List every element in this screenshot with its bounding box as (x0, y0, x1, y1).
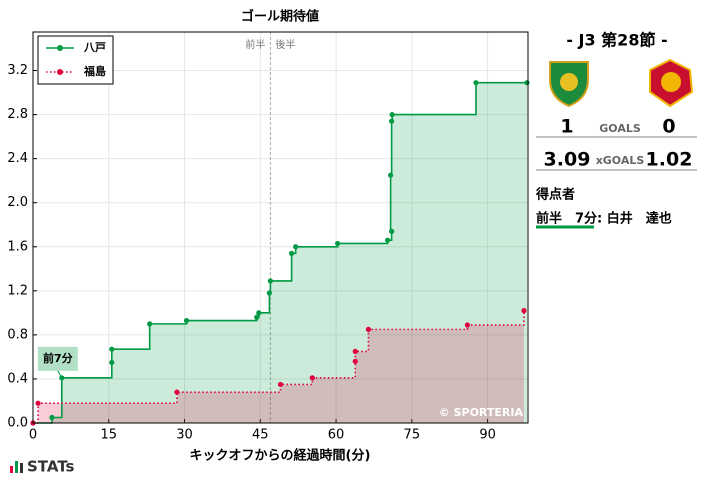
legend-label: 福島 (83, 64, 106, 78)
point (254, 314, 260, 320)
legend-label: 八戸 (83, 41, 106, 54)
away-goals: 0 (662, 116, 675, 138)
goals-label: GOALS (599, 122, 641, 135)
point (389, 118, 395, 124)
point (464, 322, 470, 328)
y-tick-label: 1.6 (7, 239, 28, 254)
annotation-label: 前7分 (43, 351, 73, 365)
x-tick-label: 45 (252, 428, 269, 443)
chart-title: ゴール期待値 (241, 9, 319, 25)
area (33, 310, 524, 423)
legend-box (37, 35, 114, 85)
y-tick-label: 0.4 (7, 371, 28, 386)
point (524, 80, 530, 86)
point (384, 237, 391, 243)
point (309, 375, 315, 381)
point (109, 359, 115, 366)
x-tick-label: 75 (404, 428, 421, 443)
x-tick-label: 60 (328, 428, 345, 443)
point (365, 326, 371, 332)
match-title: - J3 第28節 - (566, 31, 667, 50)
brand-logo (10, 461, 23, 473)
point (352, 348, 358, 355)
point (289, 250, 295, 256)
point (473, 80, 479, 86)
point (521, 308, 527, 314)
y-tick-label: 2.8 (7, 107, 28, 122)
away-logo (649, 58, 694, 108)
y-tick-label: 1.2 (7, 283, 28, 298)
point (266, 290, 272, 296)
scorer: 前半 7分: 白井 達也 (536, 211, 672, 227)
point (147, 321, 153, 327)
y-tick-label: 0.8 (7, 327, 28, 342)
x-tick-label: 90 (479, 428, 496, 443)
annotation-pointer (57, 370, 63, 379)
legend-marker (57, 45, 63, 51)
y-tick-label: 3.2 (7, 63, 28, 78)
point (35, 400, 41, 406)
point (293, 244, 299, 250)
point (49, 414, 55, 421)
x-tick-label: 15 (100, 428, 117, 443)
home-xg: 3.09 (544, 149, 591, 171)
y-tick-label: 2.0 (7, 195, 28, 210)
y-tick-label: 0.0 (7, 416, 28, 431)
point (389, 228, 395, 234)
y-tick-label: 2.4 (7, 151, 28, 166)
point (277, 381, 284, 388)
point (334, 240, 341, 247)
xgoals-label: xGOALS (596, 154, 645, 167)
x-tick-label: 30 (176, 428, 193, 443)
step-line (33, 310, 525, 424)
home-logo (549, 61, 589, 108)
point (388, 172, 394, 178)
home-goals: 1 (560, 116, 573, 138)
point (183, 317, 190, 324)
point (109, 346, 115, 352)
plot-frame (32, 31, 529, 424)
annotation-box (37, 346, 78, 371)
halftime-left-label: 前半 (245, 38, 265, 51)
x-axis-label: キックオフからの経過時間(分) (190, 448, 371, 464)
point (389, 112, 395, 118)
point (256, 310, 262, 316)
brand: STATs (27, 458, 75, 476)
x-tick-label: 0 (29, 428, 37, 443)
point (174, 389, 180, 395)
watermark: © SPORTERIA (439, 406, 524, 419)
area (33, 82, 527, 423)
point (267, 278, 273, 284)
legend-marker (57, 69, 63, 75)
point (352, 358, 358, 364)
scorers-title: 得点者 (535, 187, 575, 203)
away-xg: 1.02 (646, 149, 693, 171)
halftime-right-label: 後半 (275, 38, 295, 51)
